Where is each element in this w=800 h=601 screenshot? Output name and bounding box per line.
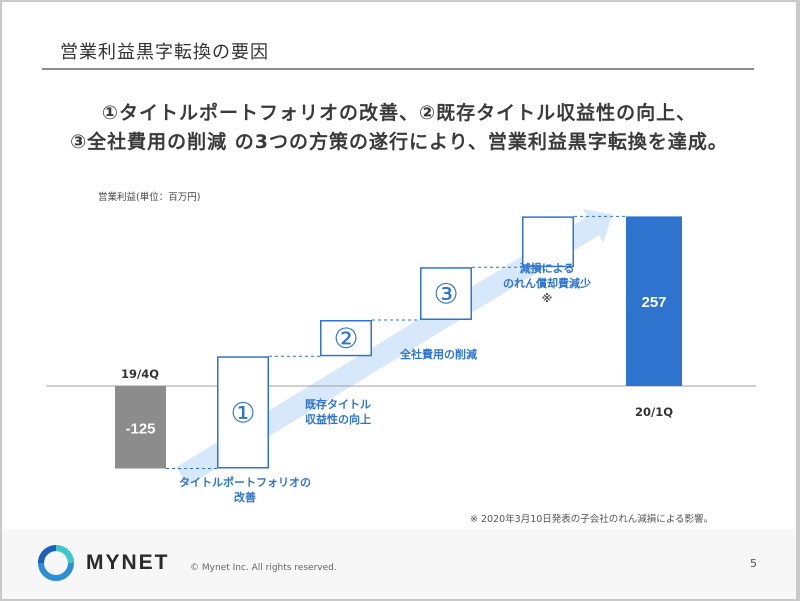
bar-20/1Q (626, 216, 682, 386)
step-description: 既存タイトル (305, 397, 371, 411)
chart-footnote: ※ 2020年3月10日発表の子会社のれん減損による影響。 (470, 514, 714, 525)
period-label: 19/4Q (121, 367, 159, 381)
step-description: 改善 (234, 490, 256, 504)
page-number: 5 (750, 557, 757, 570)
footer: MYNET © Mynet Inc. All rights reserved. … (2, 529, 796, 599)
slide-title: 営業利益黒字転換の要因 (60, 42, 269, 63)
step-number: ① (230, 396, 255, 429)
step-description: ※ (542, 292, 553, 305)
headline-line-1: ①タイトルポートフォリオの改善、②既存タイトル収益性の向上、 (101, 102, 697, 124)
step-number: ② (333, 322, 358, 355)
bar-value-label: -125 (125, 420, 155, 437)
mynet-logo-icon (38, 545, 74, 581)
title-divider (42, 68, 754, 70)
copyright: © Mynet Inc. All rights reserved. (190, 563, 337, 573)
step-description: 減損による (520, 261, 575, 275)
brand-name: MYNET (86, 551, 170, 574)
step-bar (420, 267, 472, 321)
chart-unit-label: 営業利益(単位：百万円) (98, 192, 201, 203)
growth-arrow (176, 208, 612, 486)
step-bar (320, 320, 372, 357)
period-label: 20/1Q (635, 405, 673, 419)
headline-line-2: ③全社費用の削減 の3つの方策の遂行により、営業利益黒字転換を達成。 (70, 131, 728, 153)
step-number: ③ (433, 278, 458, 311)
step-description: タイトルポートフォリオの (179, 475, 311, 489)
step-bar (217, 356, 269, 469)
bar-19/4Q (115, 386, 166, 469)
step-description: のれん償却費減少 (503, 276, 591, 290)
bar-value-label: 257 (641, 294, 666, 311)
step-bar (522, 216, 574, 268)
step-description: 収益性の向上 (305, 412, 371, 426)
step-description: 全社費用の削減 (399, 347, 477, 361)
